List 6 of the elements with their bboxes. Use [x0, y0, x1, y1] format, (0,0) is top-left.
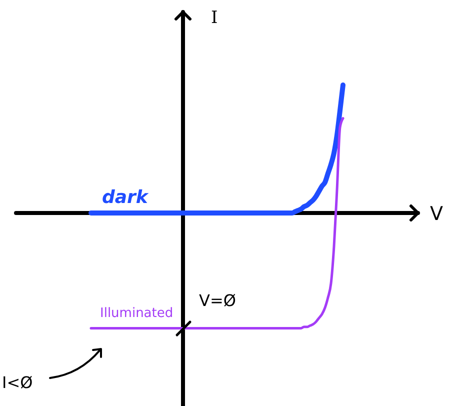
- series-label: Illuminated: [100, 306, 174, 322]
- text: I<Ø: [2, 373, 33, 392]
- y-axis-title: I: [211, 8, 218, 28]
- x-axis-title: V: [430, 203, 443, 225]
- series-label: dark: [102, 187, 149, 208]
- annotation: V=Ø: [199, 291, 236, 310]
